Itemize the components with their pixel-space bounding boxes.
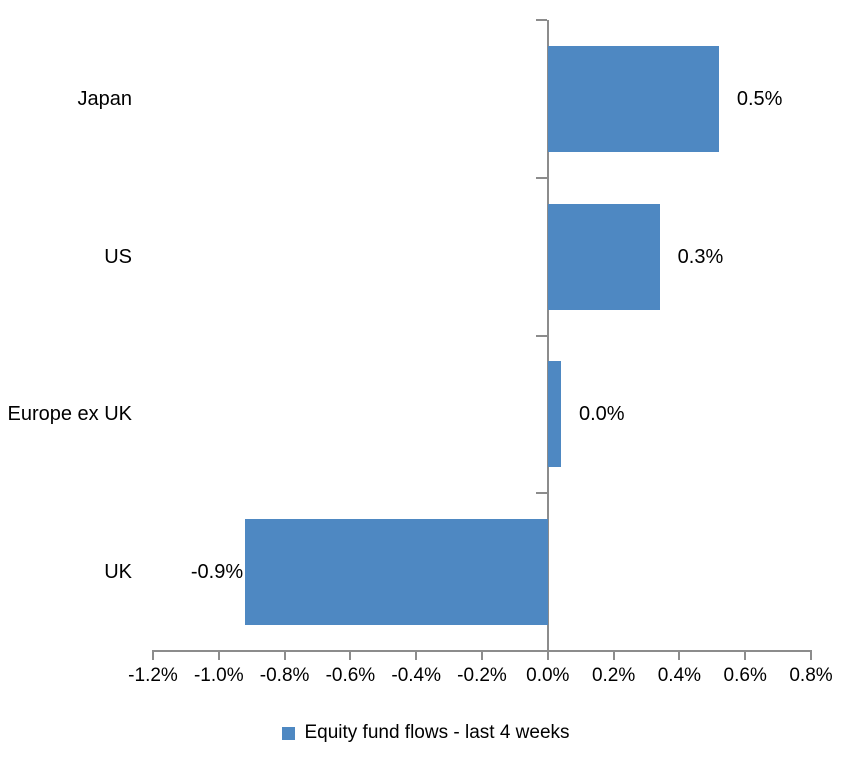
y-axis-tick [535,176,547,179]
x-axis-tick [349,650,352,660]
y-axis-tick [535,650,547,652]
bar [547,203,660,310]
x-axis-tick [744,650,747,660]
x-tick-label: -1.2% [128,665,178,686]
x-tick-label: -0.4% [391,665,442,686]
category-label: UK [104,561,132,584]
x-tick-label: 0.2% [591,665,636,686]
category-label: Japan [77,87,133,110]
bar [245,519,548,626]
x-tick-label: -0.2% [457,665,507,686]
x-tick-label: 0.6% [723,665,767,686]
y-axis-tick [535,19,547,21]
y-axis-tick [535,334,547,337]
data-label: 0.5% [736,87,783,110]
category-label: US [104,245,132,268]
x-axis-tick [481,650,483,660]
x-tick-label: 0.8% [789,665,833,686]
y-axis-line [546,20,549,660]
x-tick-label: 0.0% [526,665,570,686]
y-axis-tick [535,492,547,495]
x-axis-tick [415,650,418,660]
data-label: 0.0% [578,403,625,426]
x-tick-label: -0.6% [325,665,376,686]
x-axis-tick [612,650,615,660]
legend-swatch [282,726,296,740]
bar [547,45,719,152]
bar [547,361,561,468]
x-axis-tick [546,650,549,660]
x-axis-tick [217,650,220,660]
x-axis-tick [283,650,286,660]
x-tick-label: 0.4% [657,665,702,686]
legend: Equity fund flows - last 4 weeks [0,722,852,744]
x-tick-label: -1.0% [193,665,244,686]
data-label: 0.3% [677,245,724,268]
x-axis-tick [810,650,812,660]
x-axis-tick [678,650,681,660]
x-axis-tick [152,650,154,660]
legend-label: Equity fund flows - last 4 weeks [304,722,570,743]
category-label: Europe ex UK [7,403,132,426]
x-tick-label: -0.8% [259,665,310,686]
data-label: -0.9% [190,561,244,584]
